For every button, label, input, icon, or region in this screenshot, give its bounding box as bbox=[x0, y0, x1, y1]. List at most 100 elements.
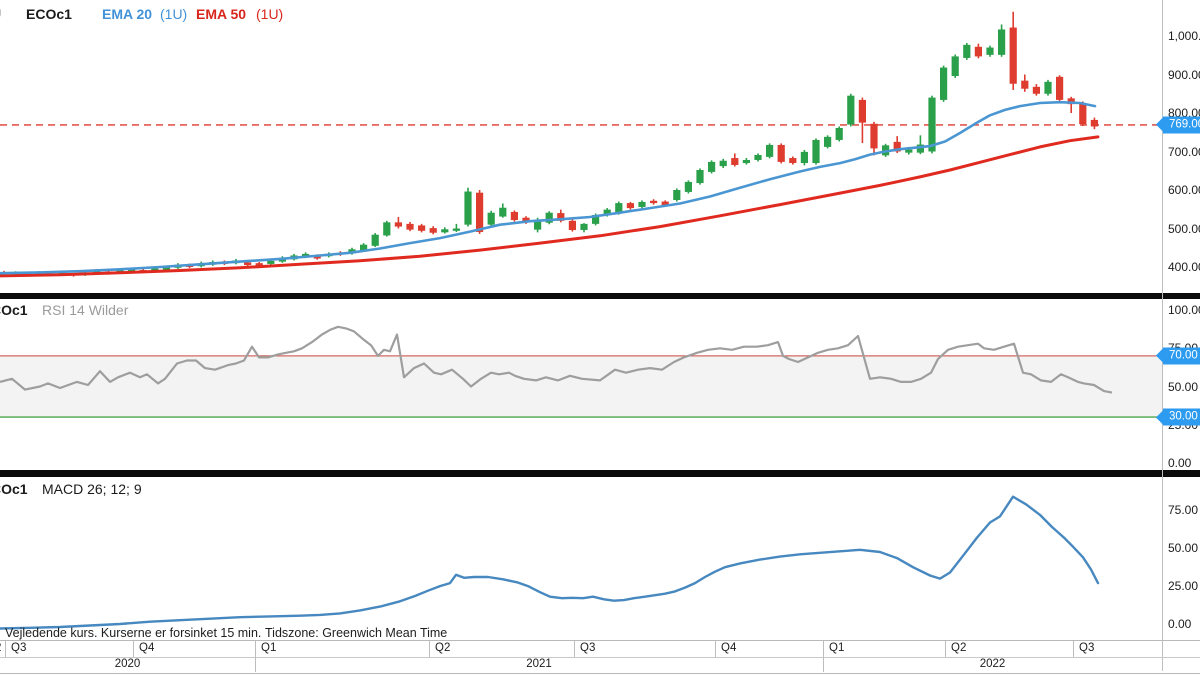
panel-separator[interactable] bbox=[0, 293, 1200, 299]
time-axis[interactable]: Q2 Q3 Q4 Q1 Q2 Q3 Q4 Q1 Q2 Q3 2020 2021 2022 bbox=[0, 640, 1200, 674]
macd-symbol-partial-label: COc1 bbox=[0, 481, 28, 497]
candle-body bbox=[696, 169, 704, 184]
candle-body bbox=[974, 46, 982, 57]
quarter-tick bbox=[133, 641, 134, 657]
candle-body bbox=[1009, 27, 1017, 84]
candle-body bbox=[638, 201, 646, 207]
year-tick bbox=[255, 657, 256, 672]
rsi-axis-label: 100.00 bbox=[1168, 303, 1200, 317]
quarter-label[interactable]: Q2 bbox=[435, 642, 451, 654]
candle-body bbox=[789, 158, 797, 164]
quarter-label[interactable]: Q2 bbox=[951, 642, 967, 654]
candle-body bbox=[464, 191, 472, 225]
candle-body bbox=[93, 270, 101, 274]
ema20-param-label: (1U) bbox=[160, 6, 188, 22]
candle-body bbox=[893, 141, 901, 152]
macd-indicator-label[interactable]: MACD 26; 12; 9 bbox=[42, 481, 142, 497]
candle-body bbox=[673, 190, 681, 201]
rsi-symbol-partial-label: COc1 bbox=[0, 302, 28, 318]
quarter-label[interactable]: Q2 bbox=[0, 642, 1, 654]
candle-body bbox=[429, 228, 437, 233]
rsi-canvas[interactable] bbox=[0, 299, 1162, 470]
candle-body bbox=[963, 44, 971, 58]
quarter-label[interactable]: Q3 bbox=[580, 642, 596, 654]
candle-body bbox=[452, 228, 460, 231]
ema50-legend-label[interactable]: EMA 50 bbox=[196, 6, 247, 22]
quarter-label[interactable]: Q1 bbox=[261, 642, 277, 654]
candle-body bbox=[522, 217, 530, 223]
quarter-label[interactable]: Q3 bbox=[11, 642, 27, 654]
candle-body bbox=[870, 123, 878, 149]
candle-body bbox=[847, 95, 855, 125]
macd-canvas[interactable] bbox=[0, 477, 1162, 640]
candle-body bbox=[986, 47, 994, 55]
candle-body bbox=[580, 223, 588, 231]
candle-body bbox=[951, 56, 959, 77]
candle-body bbox=[534, 219, 542, 230]
rsi-chart-panel[interactable] bbox=[0, 299, 1162, 470]
candle-body bbox=[383, 222, 391, 236]
quarter-tick bbox=[823, 641, 824, 657]
candlestick-canvas[interactable] bbox=[0, 0, 1162, 293]
candle-body bbox=[162, 267, 170, 270]
quarter-label[interactable]: Q3 bbox=[1079, 642, 1095, 654]
candle-body bbox=[626, 203, 634, 209]
price-axis-line[interactable] bbox=[1162, 0, 1163, 671]
candle-body bbox=[360, 244, 368, 251]
candle-body bbox=[731, 158, 739, 165]
symbol-label[interactable]: ECOc1 bbox=[26, 6, 72, 22]
timeframe-partial-label: U bbox=[0, 6, 1, 22]
candle-body bbox=[418, 225, 426, 231]
rsi-axis-label: 50.00 bbox=[1168, 379, 1199, 394]
candle-body bbox=[568, 220, 576, 231]
rsi-axis-label: 0.00 bbox=[1168, 456, 1192, 470]
candle-body bbox=[661, 201, 669, 206]
year-row: 2020 2021 2022 bbox=[0, 657, 1200, 672]
macd-axis-label: 50.00 bbox=[1168, 541, 1199, 556]
panel-separator[interactable] bbox=[0, 470, 1200, 477]
candle-body bbox=[824, 136, 832, 147]
candle-body bbox=[244, 262, 252, 266]
candle-body bbox=[812, 139, 820, 164]
candle-body bbox=[406, 223, 414, 230]
candle-body bbox=[708, 161, 716, 172]
year-label[interactable]: 2021 bbox=[526, 658, 552, 670]
candle-body bbox=[940, 67, 948, 100]
candle-body bbox=[545, 212, 553, 223]
candle-body bbox=[499, 207, 507, 217]
disclaimer-text: Vejledende kurs. Kurserne er forsinket 1… bbox=[5, 626, 262, 640]
candle-body bbox=[858, 99, 866, 123]
candle-body bbox=[998, 29, 1006, 55]
macd-line bbox=[0, 495, 1100, 630]
price-axis-label: 1,000.00 bbox=[1168, 29, 1200, 43]
candle-body bbox=[1032, 86, 1040, 94]
candle-body bbox=[255, 263, 263, 266]
year-tick bbox=[823, 657, 824, 672]
price-axis-label: 600.00 bbox=[1168, 183, 1200, 197]
quarter-label[interactable]: Q4 bbox=[721, 642, 737, 654]
quarter-label[interactable]: Q4 bbox=[139, 642, 155, 654]
ema20-line bbox=[0, 100, 1097, 275]
rsi-indicator-label[interactable]: RSI 14 Wilder bbox=[42, 302, 129, 318]
candle-body bbox=[1021, 80, 1029, 89]
year-label[interactable]: 2022 bbox=[979, 658, 1006, 670]
macd-axis-label: 25.00 bbox=[1168, 579, 1199, 594]
quarter-tick bbox=[255, 641, 256, 657]
price-chart-panel[interactable] bbox=[0, 0, 1162, 293]
last-price-badge: 769.00 bbox=[1163, 116, 1200, 134]
quarter-label[interactable]: Q1 bbox=[829, 642, 845, 654]
price-axis-label: 400.00 bbox=[1168, 260, 1200, 274]
candle-body bbox=[766, 144, 774, 157]
candle-body bbox=[1056, 76, 1064, 100]
candle-body bbox=[1067, 98, 1075, 105]
ema20-legend-label[interactable]: EMA 20 bbox=[102, 6, 153, 22]
candle-body bbox=[754, 154, 762, 160]
macd-chart-panel[interactable] bbox=[0, 477, 1162, 640]
macd-axis-label: 75.00 bbox=[1168, 503, 1199, 518]
rsi-line bbox=[0, 325, 1113, 394]
candle-body bbox=[928, 97, 936, 152]
candle-body bbox=[510, 211, 518, 221]
candle-body bbox=[441, 229, 449, 233]
year-label[interactable]: 2020 bbox=[114, 658, 141, 670]
